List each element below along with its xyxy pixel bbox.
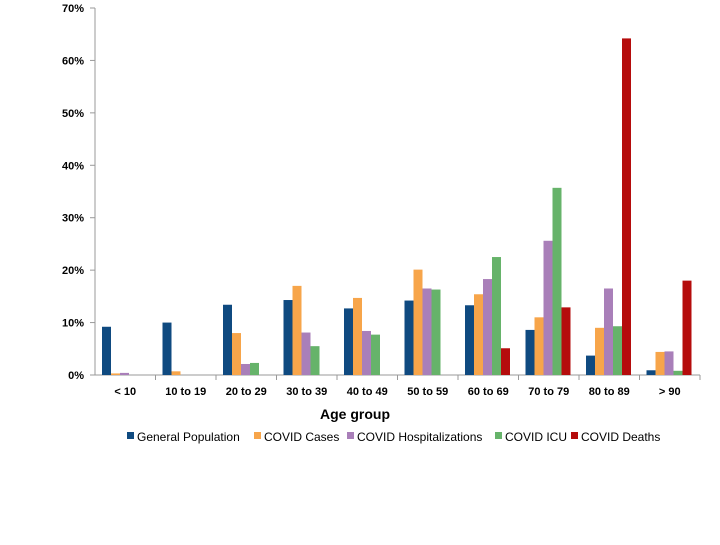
bar-general-population: [404, 300, 414, 375]
legend-label: COVID ICU: [505, 430, 567, 444]
legend-label: COVID Hospitalizations: [357, 430, 482, 444]
bar-covid-deaths: [622, 38, 631, 376]
y-tick-label: 30%: [62, 213, 84, 225]
bar-covid-cases: [655, 351, 665, 375]
bar-covid-cases: [232, 333, 241, 375]
bar-covid-icu: [310, 346, 320, 375]
bar-covid-deaths: [561, 307, 571, 375]
bar-covid-hospitalizations: [422, 288, 432, 375]
bar-covid-deaths: [501, 348, 510, 375]
bar-general-population: [646, 370, 656, 375]
bar-covid-cases: [292, 285, 302, 375]
legend-label: COVID Cases: [264, 430, 339, 444]
bar-covid-icu: [431, 289, 441, 375]
x-tick-label: 40 to 49: [347, 386, 388, 398]
x-tick-label: 50 to 59: [407, 386, 448, 398]
bar-general-population: [102, 326, 111, 375]
bar-covid-hospitalizations: [664, 351, 674, 375]
x-tick-label: 30 to 39: [286, 386, 327, 398]
y-tick-label: 50%: [62, 108, 84, 120]
legend-label: General Population: [137, 430, 240, 444]
bar-covid-icu: [673, 370, 683, 375]
bar-general-population: [223, 304, 232, 375]
bar-covid-cases: [413, 269, 423, 375]
bar-covid-cases: [111, 373, 120, 375]
bar-covid-icu: [371, 334, 380, 375]
legend-swatch: [127, 432, 134, 439]
bar-covid-hospitalizations: [543, 240, 553, 375]
bar-covid-hospitalizations: [604, 288, 613, 375]
bar-general-population: [525, 329, 535, 375]
x-tick-label: 60 to 69: [468, 386, 509, 398]
bar-covid-hospitalizations: [120, 372, 129, 375]
x-tick-label: > 90: [659, 386, 681, 398]
legend-swatch: [347, 432, 354, 439]
bar-covid-cases: [474, 294, 483, 375]
y-tick-label: 70%: [62, 3, 84, 15]
bar-covid-cases: [353, 297, 362, 375]
bar-covid-cases: [171, 371, 181, 375]
legend-swatch: [254, 432, 261, 439]
x-tick-label: 20 to 29: [226, 386, 267, 398]
x-tick-label: 70 to 79: [528, 386, 569, 398]
y-tick-label: 20%: [62, 265, 84, 277]
x-tick-label: < 10: [114, 386, 136, 398]
bar-general-population: [586, 355, 595, 375]
y-tick-label: 60%: [62, 55, 84, 67]
bar-covid-hospitalizations: [301, 332, 311, 375]
legend-label: COVID Deaths: [581, 430, 660, 444]
bar-covid-cases: [534, 317, 544, 375]
bar-general-population: [344, 308, 353, 375]
bar-general-population: [283, 300, 293, 375]
y-tick-label: 10%: [62, 318, 84, 330]
x-tick-label: 80 to 89: [589, 386, 630, 398]
bar-covid-icu: [492, 257, 501, 375]
x-tick-label: 10 to 19: [165, 386, 206, 398]
bar-covid-cases: [595, 327, 604, 375]
legend-swatch: [495, 432, 502, 439]
y-tick-label: 40%: [62, 160, 84, 172]
bar-covid-icu: [250, 362, 259, 375]
bar-covid-icu: [552, 187, 562, 375]
x-axis-label: Age group: [320, 406, 390, 422]
bar-general-population: [465, 305, 474, 375]
legend-swatch: [571, 432, 578, 439]
bar-covid-hospitalizations: [241, 363, 250, 375]
bar-covid-deaths: [682, 280, 692, 375]
bar-covid-hospitalizations: [362, 330, 371, 375]
bar-covid-icu: [613, 326, 622, 375]
bar-covid-hospitalizations: [483, 279, 492, 375]
bar-general-population: [162, 322, 172, 375]
y-tick-label: 0%: [68, 370, 84, 382]
